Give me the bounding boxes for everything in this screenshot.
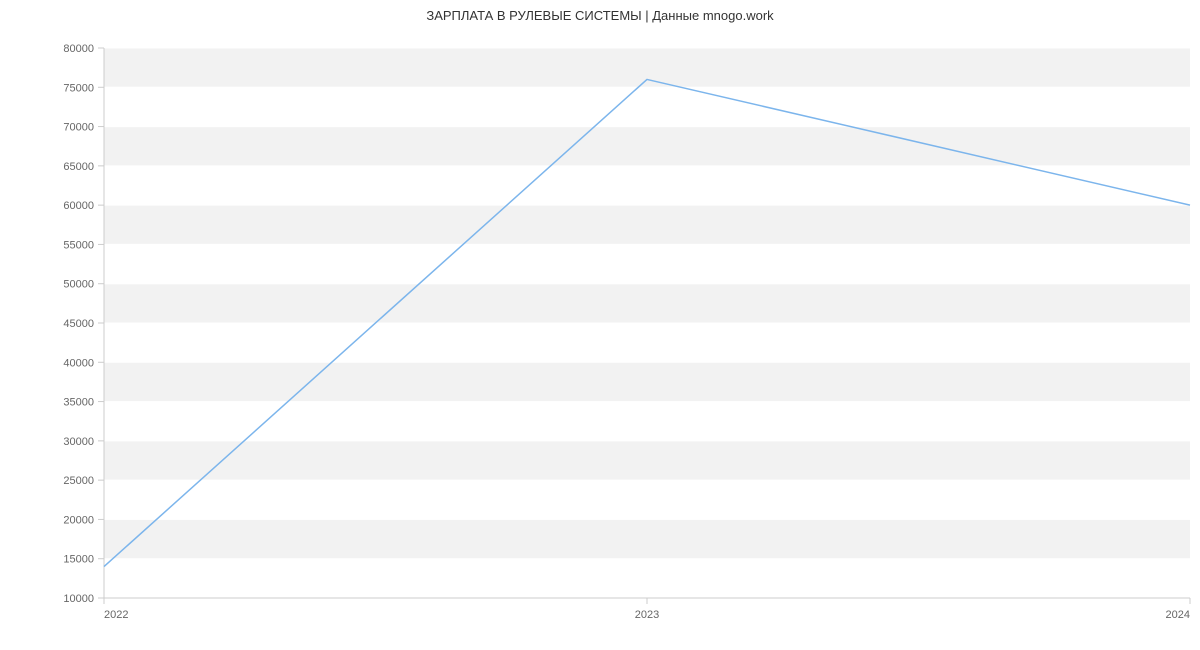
- x-tick-label: 2024: [1166, 609, 1190, 621]
- chart-svg: 10000 15000 20000 25000 30000 35000 40000 45000…: [0, 0, 1200, 650]
- y-tick-label: 40000: [63, 357, 94, 369]
- x-tick-label: 2022: [104, 609, 128, 621]
- y-tick-label: 15000: [63, 554, 94, 566]
- y-tick-label: 50000: [63, 279, 94, 291]
- y-tick-label: 35000: [63, 397, 94, 409]
- y-tick-label: 55000: [63, 239, 94, 251]
- y-tick-label: 60000: [63, 200, 94, 212]
- salary-line-chart: ЗАРПЛАТА В РУЛЕВЫЕ СИСТЕМЫ | Данные mnog…: [0, 0, 1200, 650]
- y-tick-label: 10000: [63, 593, 94, 605]
- chart-title: ЗАРПЛАТА В РУЛЕВЫЕ СИСТЕМЫ | Данные mnog…: [0, 8, 1200, 23]
- y-tick-label: 30000: [63, 436, 94, 448]
- x-tick-label: 2023: [635, 609, 659, 621]
- y-tick-label: 75000: [63, 82, 94, 94]
- y-tick-label: 80000: [63, 43, 94, 55]
- y-tick-label: 20000: [63, 514, 94, 526]
- y-tick-label: 25000: [63, 475, 94, 487]
- y-tick-label: 45000: [63, 318, 94, 330]
- y-tick-label: 70000: [63, 122, 94, 134]
- y-tick-label: 65000: [63, 161, 94, 173]
